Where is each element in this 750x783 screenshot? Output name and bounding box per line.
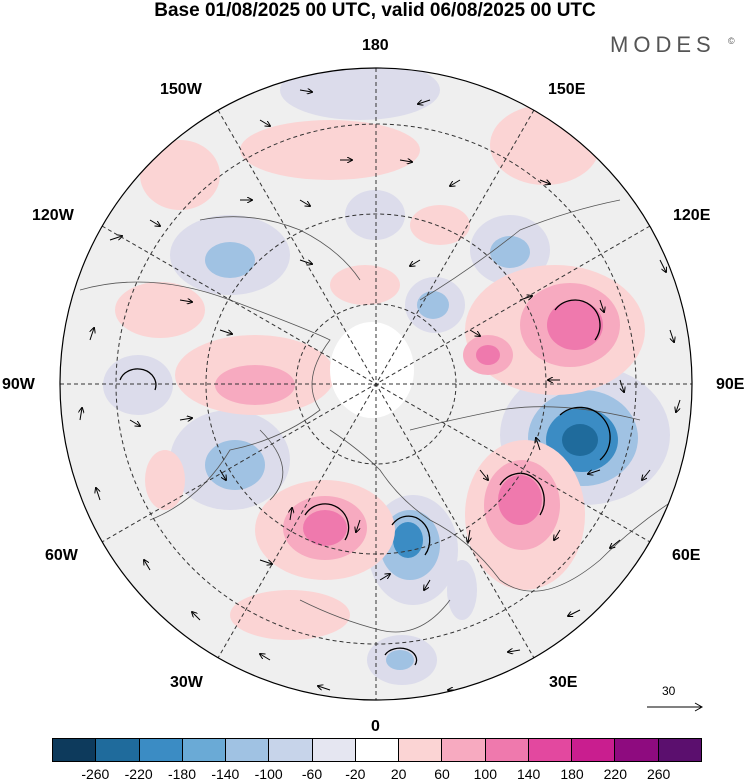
anomaly-field — [79, 68, 691, 690]
anomaly-negative-area — [205, 242, 255, 278]
lon-label-60e: 60E — [672, 547, 701, 564]
colorbar-swatch — [139, 739, 183, 761]
lon-label-150e: 150E — [548, 81, 586, 98]
anomaly-negative-area — [280, 68, 440, 120]
lon-label-30e: 30E — [549, 674, 578, 691]
colorbar-tick-label: -260 — [81, 766, 110, 782]
colorbar-labels: -260 -220 -180 -140 -100 -60 -20 20 60 100 140 180 2… — [52, 766, 702, 783]
colorbar-tick-label: -60 — [301, 766, 323, 782]
anomaly-negative-area — [386, 650, 414, 670]
colorbar-swatch — [572, 739, 616, 761]
map-title: Base 01/08/2025 00 UTC, valid 06/08/2025… — [154, 0, 596, 21]
colorbar-tick-label: -140 — [211, 766, 240, 782]
anomaly-negative-area — [562, 424, 598, 456]
colorbar-swatch — [399, 739, 443, 761]
graticule — [60, 68, 692, 700]
lon-label-120e: 120E — [673, 207, 711, 224]
lon-label-30w: 30W — [170, 674, 203, 691]
anomaly-positive-area — [140, 140, 220, 210]
reference-vector-arrow — [647, 702, 704, 712]
colorbar-tick-label: 220 — [603, 766, 628, 782]
anomaly-positive-area — [547, 300, 603, 350]
colorbar-swatch — [485, 739, 529, 761]
colorbar-tick-label: 100 — [473, 766, 498, 782]
colorbar-swatch — [528, 739, 573, 761]
colorbar-tick-label: -180 — [167, 766, 197, 782]
wind-streamlines — [119, 299, 611, 666]
colorbar-swatch — [53, 739, 97, 761]
anomaly-negative-area — [345, 190, 405, 240]
anomaly-positive-area — [115, 282, 205, 338]
anomaly-positive-area — [476, 345, 500, 365]
colorbar-swatch — [226, 739, 270, 761]
colorbar-tick-label: -20 — [345, 766, 366, 782]
colorbar-tick-label: 140 — [516, 766, 541, 782]
copyright-mark: © — [728, 36, 735, 46]
colorbar — [52, 738, 702, 762]
map-disk-border — [59, 67, 693, 701]
anomaly-positive-area — [230, 590, 350, 640]
anomaly-positive-area — [240, 120, 420, 180]
reference-vector-label: 30 — [662, 684, 676, 698]
colorbar-swatch — [96, 739, 140, 761]
colorbar-tick-label: 60 — [434, 766, 450, 782]
colorbar-swatch — [442, 739, 486, 761]
colorbar-swatch — [182, 739, 227, 761]
colorbar-swatch — [269, 739, 313, 761]
colorbar-tick-label: -100 — [254, 766, 283, 782]
pole-region — [330, 322, 414, 418]
anomaly-negative-area — [417, 291, 449, 319]
colorbar-tick-label: 260 — [646, 766, 671, 782]
lon-label-90w: 90W — [2, 376, 35, 393]
colorbar-swatch — [658, 739, 701, 761]
colorbar-tick-label: 180 — [560, 766, 584, 782]
anomaly-negative-area — [447, 560, 477, 620]
colorbar-swatch — [312, 739, 356, 761]
anomaly-positive-area — [330, 265, 400, 305]
anomaly-positive-area — [498, 475, 542, 525]
anomaly-positive-area — [215, 365, 295, 405]
coastlines — [79, 199, 691, 633]
anomaly-positive-area — [410, 205, 470, 245]
polar-map — [59, 67, 693, 701]
lon-label-150w: 150W — [160, 81, 202, 98]
anomaly-positive-area — [145, 450, 185, 510]
colorbar-swatch — [355, 739, 400, 761]
colorbar-tick-label: 20 — [390, 766, 407, 782]
colorbar-swatch — [615, 739, 659, 761]
anomaly-negative-area — [490, 236, 530, 268]
lon-label-90e: 90E — [716, 376, 745, 393]
anomaly-positive-area — [303, 510, 347, 546]
modes-logo: MODES — [610, 32, 716, 57]
lon-label-0: 0 — [371, 718, 380, 735]
lon-label-120w: 120W — [32, 207, 74, 224]
lon-label-180: 180 — [362, 37, 389, 54]
colorbar-tick-label: -220 — [124, 766, 153, 782]
anomaly-negative-area — [103, 355, 173, 415]
lon-label-60w: 60W — [45, 547, 78, 564]
